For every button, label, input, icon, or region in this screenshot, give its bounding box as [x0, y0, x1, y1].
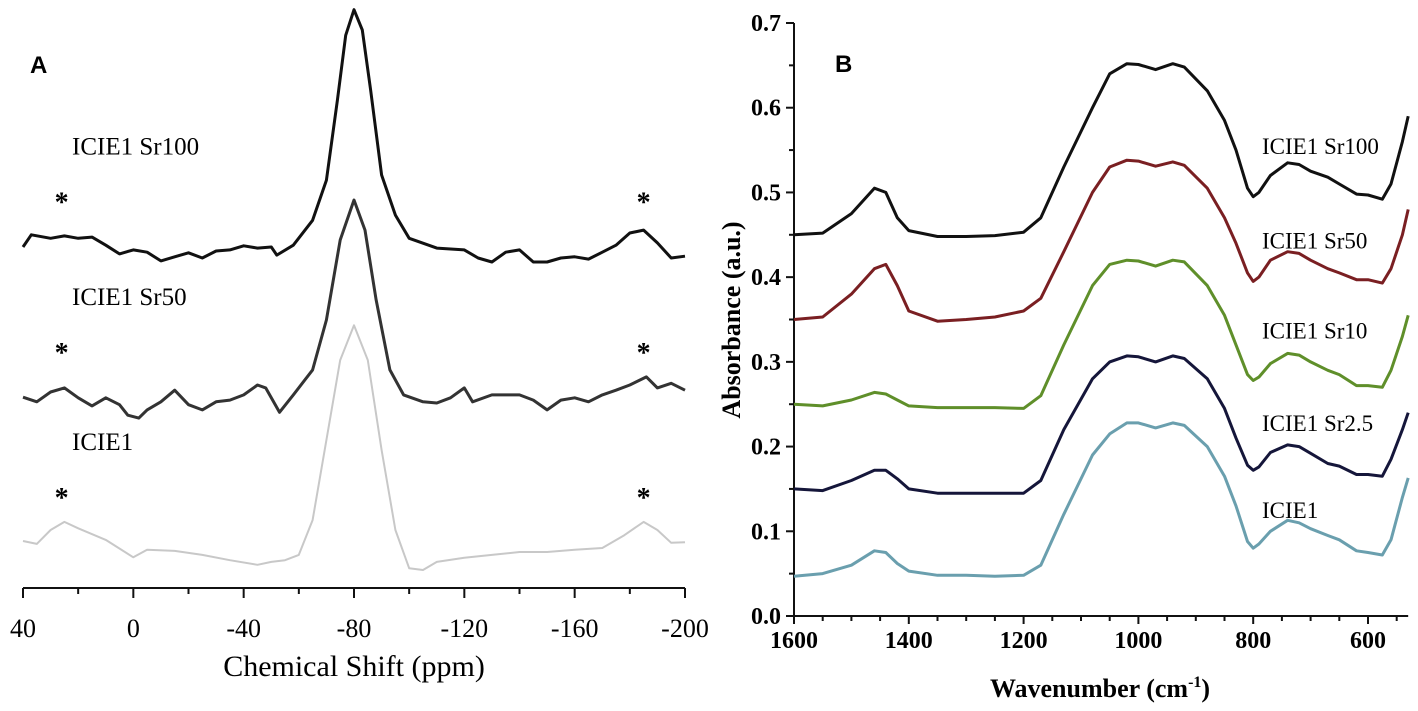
- panel-a-x-axis-title: Chemical Shift (ppm): [223, 650, 485, 683]
- series-line-icie1: [793, 421, 1410, 578]
- spinning-sideband-asterisk: *: [637, 338, 651, 369]
- panel-b-x-tick-label: 1000: [1114, 628, 1162, 654]
- panel-a-x-tick-label: 40: [10, 614, 36, 643]
- series-line-icie1: [22, 324, 686, 571]
- panel-b-y-tick-label: 0.7: [751, 11, 781, 37]
- spinning-sideband-asterisk: *: [55, 338, 69, 369]
- panel-b-y-tick-label: 0.3: [751, 350, 781, 376]
- panel-b-x-tick-label: 1400: [885, 628, 933, 654]
- panel-a-x-tick-label: -80: [337, 614, 372, 643]
- series-line-icie1-sr10: [793, 258, 1410, 410]
- panel-b-x-tick-label: 1200: [1000, 628, 1048, 654]
- series-label: ICIE1 Sr100: [1262, 134, 1379, 159]
- panel-b-y-tick-label: 0.6: [751, 96, 781, 122]
- series-label: ICIE1: [72, 429, 133, 456]
- series-label: ICIE1 Sr100: [72, 133, 199, 160]
- panel-b-y-tick-label: 0.2: [751, 435, 781, 461]
- series-label: ICIE1 Sr50: [1262, 229, 1367, 254]
- panel-a-label: A: [30, 52, 47, 79]
- series-line-icie1-sr50: [22, 198, 686, 420]
- panel-b-label: B: [835, 51, 852, 78]
- panel-b-y-tick-label: 0.1: [751, 519, 781, 545]
- series-label: ICIE1 Sr50: [72, 284, 187, 311]
- series-line-icie1-sr100: [21, 8, 686, 264]
- panel-a-nmr-chart: A Chemical Shift (ppm) 40 0 -40 -80 -120 -160…: [10, 8, 709, 683]
- panel-b-y-axis-title: Absorbance (a.u.): [717, 221, 746, 418]
- x-title-close: ): [1201, 674, 1210, 703]
- spinning-sideband-asterisk: *: [637, 483, 651, 514]
- panel-a-x-tick-label: -120: [440, 614, 488, 643]
- series-label: ICIE1: [1262, 498, 1318, 523]
- panel-b-x-axis-title: Wavenumber (cm-1): [990, 674, 1210, 703]
- spinning-sideband-asterisk: *: [55, 483, 69, 514]
- x-title-main: Wavenumber (cm: [990, 674, 1188, 703]
- panel-b-y-tick-label: 0.4: [751, 265, 781, 291]
- panel-a-x-tick-label: -200: [661, 614, 709, 643]
- panel-b-ftir-chart: B Absorbance (a.u.) Wavenumber (cm-1) 0.…: [717, 11, 1410, 703]
- series-line-icie1-sr100: [793, 62, 1410, 238]
- panel-b-y-tick-label: 0.0: [751, 604, 781, 630]
- panel-a-x-tick-label: -160: [551, 614, 599, 643]
- series-label: ICIE1 Sr2.5: [1262, 411, 1373, 436]
- x-title-superscript: -1: [1188, 674, 1201, 691]
- series-line-icie1-sr50: [793, 158, 1410, 323]
- panel-b-x-tick-label: 800: [1235, 628, 1271, 654]
- spinning-sideband-asterisk: *: [637, 187, 651, 218]
- series-label: ICIE1 Sr10: [1262, 319, 1367, 344]
- panel-b-y-tick-label: 0.5: [751, 180, 781, 206]
- panel-a-x-tick-label: -40: [226, 614, 261, 643]
- panel-b-x-tick-label: 1600: [770, 628, 818, 654]
- spinning-sideband-asterisk: *: [55, 187, 69, 218]
- series-line-icie1-sr2-5: [793, 354, 1410, 495]
- panel-a-x-tick-label: 0: [127, 614, 140, 643]
- panel-b-x-tick-label: 600: [1350, 628, 1386, 654]
